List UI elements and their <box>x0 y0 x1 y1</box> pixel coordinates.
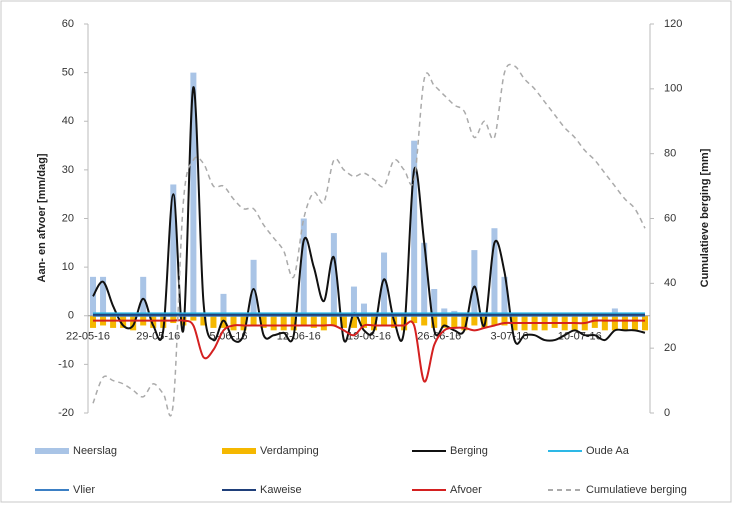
bar <box>340 315 347 328</box>
bar <box>250 315 257 326</box>
legend-label: Neerslag <box>73 445 117 457</box>
bar <box>260 315 267 328</box>
y2-tick-label: 120 <box>664 18 682 30</box>
line-series <box>92 63 646 417</box>
bar <box>501 315 508 326</box>
bar <box>230 315 237 331</box>
bar <box>190 315 197 321</box>
bar <box>330 233 337 316</box>
bar <box>290 315 297 331</box>
line-series <box>93 319 645 383</box>
y-tick-label: -10 <box>58 358 74 370</box>
bar <box>320 315 327 331</box>
bar <box>551 315 558 328</box>
bar <box>330 315 337 326</box>
bar <box>411 140 418 316</box>
bar <box>381 315 388 326</box>
bar <box>270 315 277 331</box>
bar <box>120 315 127 328</box>
bar <box>611 308 618 316</box>
bar <box>100 276 107 316</box>
legend-label: Oude Aa <box>586 445 630 457</box>
bar <box>150 315 157 328</box>
bar <box>140 276 147 316</box>
y2-tick-label: 100 <box>664 83 682 95</box>
y-tick-label: 60 <box>62 18 74 30</box>
y2-tick-label: 80 <box>664 148 676 160</box>
bar <box>501 276 508 316</box>
bar <box>381 252 388 316</box>
bar <box>90 276 97 316</box>
bar <box>491 228 498 316</box>
y-tick-label: 40 <box>62 115 74 127</box>
bar <box>441 315 448 328</box>
bar <box>220 315 227 328</box>
bar <box>300 218 307 316</box>
y-tick-label: 20 <box>62 212 74 224</box>
legend-label: Afvoer <box>450 484 482 496</box>
y2-tick-label: 40 <box>664 277 676 289</box>
legend-label: Kaweise <box>260 484 302 496</box>
bar <box>350 286 357 316</box>
bar <box>631 315 638 331</box>
bar <box>90 315 97 328</box>
legend-label: Berging <box>450 445 488 457</box>
bar <box>471 250 478 316</box>
bar <box>591 315 598 328</box>
x-tick-label: 22-05-16 <box>66 331 110 343</box>
bar <box>200 315 207 326</box>
y2-tick-label: 0 <box>664 407 670 419</box>
x-tick-label: 3-07-16 <box>491 331 529 343</box>
bar <box>240 315 247 331</box>
bar <box>190 72 197 316</box>
bar <box>441 308 448 316</box>
bar <box>491 315 498 326</box>
bar <box>360 303 367 316</box>
y2-tick-label: 60 <box>664 212 676 224</box>
bar <box>170 184 177 316</box>
y2-axis-title: Cumulatieve berging [mm] <box>699 148 711 287</box>
y-axis-title: Aan- en afvoer [mm/dag] <box>36 153 48 282</box>
legend-label: Vlier <box>73 484 95 496</box>
bar <box>310 315 317 328</box>
x-tick-label: 19-06-16 <box>347 331 391 343</box>
bar <box>471 315 478 326</box>
bar <box>130 315 137 331</box>
bar <box>461 315 468 331</box>
bar <box>431 289 438 316</box>
legend-label: Verdamping <box>260 445 319 457</box>
bar <box>210 315 217 328</box>
bar <box>350 315 357 328</box>
bar <box>110 315 117 328</box>
bar <box>411 315 418 324</box>
legend-label: Cumulatieve berging <box>586 484 687 496</box>
bar <box>371 315 378 331</box>
bar <box>170 315 177 324</box>
bar <box>280 315 287 331</box>
y-tick-label: 0 <box>68 310 74 322</box>
bar <box>360 315 367 328</box>
bar <box>451 315 458 328</box>
y2-tick-label: 20 <box>664 342 676 354</box>
bar <box>421 315 428 326</box>
y-tick-label: 10 <box>62 261 74 273</box>
bar <box>431 315 438 328</box>
y-tick-label: 30 <box>62 164 74 176</box>
bar <box>601 315 608 331</box>
bar <box>300 315 307 326</box>
bar <box>611 315 618 331</box>
y-tick-label: 50 <box>62 67 74 79</box>
bar <box>641 315 648 331</box>
y-tick-label: -20 <box>58 407 74 419</box>
bar <box>220 293 227 316</box>
bar <box>421 242 428 316</box>
bar <box>621 315 628 331</box>
bar <box>250 259 257 316</box>
